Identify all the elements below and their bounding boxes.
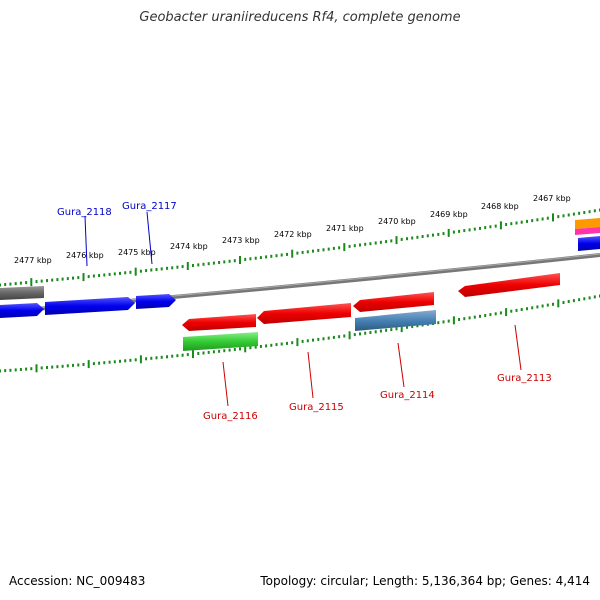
leader-line-gura-2116 (222, 361, 229, 407)
gene-arrow-blue-gura-2117[interactable] (136, 294, 176, 309)
scale-label: 2473 kbp (222, 236, 260, 245)
gene-arrow-blue[interactable] (0, 303, 44, 318)
gene-label-gura-2115[interactable]: Gura_2115 (289, 402, 344, 413)
scale-label: 2472 kbp (274, 230, 312, 239)
gene-arrow-red-gura-2115[interactable] (257, 303, 351, 324)
gene-label-gura-2116[interactable]: Gura_2116 (203, 411, 258, 422)
gene-block-steelblue[interactable] (355, 310, 436, 331)
inner-scale-ticks (0, 294, 600, 373)
gene-label-gura-2118[interactable]: Gura_2118 (57, 207, 112, 218)
inner-gene-track (182, 273, 560, 351)
scale-label: 2475 kbp (118, 248, 156, 257)
gene-block-green[interactable] (183, 332, 258, 351)
leader-line-gura-2117 (146, 211, 153, 265)
gene-label-gura-2117[interactable]: Gura_2117 (122, 201, 177, 212)
scale-label: 2477 kbp (14, 256, 52, 265)
scale-label: 2476 kbp (66, 251, 104, 260)
scale-label: 2470 kbp (378, 217, 416, 226)
outer-gene-track (0, 218, 600, 318)
accession-text: Accession: NC_009483 (9, 574, 146, 588)
gene-arrow-blue-edge[interactable] (578, 236, 600, 251)
gene-arrow-red-gura-2114[interactable] (353, 292, 434, 312)
gene-arrow-blue-gura-2118[interactable] (45, 297, 135, 315)
gene-arrow-magenta-edge[interactable] (575, 227, 600, 235)
scale-label: 2474 kbp (170, 242, 208, 251)
scale-label: 2468 kbp (481, 202, 519, 211)
gene-arrow-red-gura-2116[interactable] (182, 314, 256, 331)
leader-line-gura-2115 (307, 351, 314, 399)
leader-line-gura-2114 (397, 342, 405, 388)
scale-label: 2467 kbp (533, 194, 571, 203)
leader-line-gura-2118 (84, 215, 88, 267)
scale-label: 2471 kbp (326, 224, 364, 233)
scale-label: 2469 kbp (430, 210, 468, 219)
gene-label-gura-2114[interactable]: Gura_2114 (380, 390, 435, 401)
map-title: Geobacter uraniireducens Rf4, complete g… (139, 10, 461, 25)
gene-arrow-red-gura-2113[interactable] (458, 273, 560, 297)
gene-label-gura-2113[interactable]: Gura_2113 (497, 373, 552, 384)
gene-arrow-gray[interactable] (0, 286, 44, 300)
topology-text: Topology: circular; Length: 5,136,364 bp… (260, 574, 590, 588)
outer-scale-ticks (0, 208, 600, 287)
gene-arrow-orange-edge[interactable] (575, 218, 600, 229)
leader-line-gura-2113 (514, 324, 522, 371)
